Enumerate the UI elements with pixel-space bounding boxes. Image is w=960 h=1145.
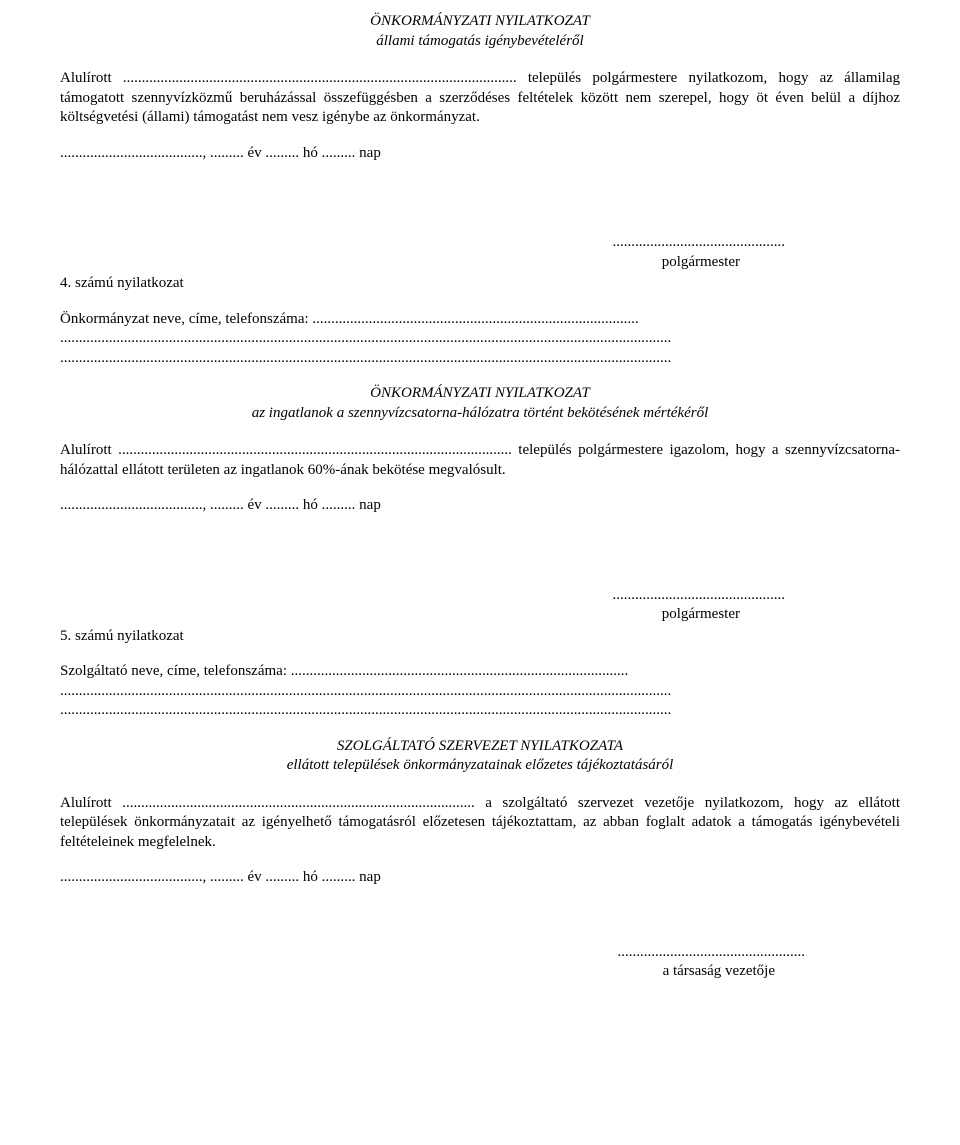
section1-signature-label: polgármester: [60, 253, 900, 273]
section2-declaration-number: 4. számú nyilatkozat: [60, 274, 900, 294]
section3-org-line: Szolgáltató neve, címe, telefonszáma: ..…: [60, 662, 900, 682]
section3-paragraph: Alulírott ..............................…: [60, 794, 900, 853]
section2-paragraph: Alulírott ..............................…: [60, 441, 900, 480]
section1-paragraph: Alulírott ..............................…: [60, 69, 900, 128]
section2-subtitle: az ingatlanok a szennyvízcsatorna-hálóza…: [60, 404, 900, 424]
section2-org-line: Önkormányzat neve, címe, telefonszáma: .…: [60, 310, 900, 330]
section3-dots-line1: ........................................…: [60, 682, 900, 702]
section1-title: ÖNKORMÁNYZATI NYILATKOZAT: [60, 12, 900, 32]
section2-title: ÖNKORMÁNYZATI NYILATKOZAT: [60, 384, 900, 404]
section2-signature-label: polgármester: [60, 605, 900, 625]
section1-subtitle: állami támogatás igénybevételéről: [60, 32, 900, 52]
section3-title: SZOLGÁLTATÓ SZERVEZET NYILATKOZATA: [60, 737, 900, 757]
section3-dots-line2: ........................................…: [60, 701, 900, 721]
section2-signature-dots: ........................................…: [60, 586, 900, 606]
section2-dots-line2: ........................................…: [60, 349, 900, 369]
section2-dateline: ......................................, …: [60, 496, 900, 516]
section3-dateline: ......................................, …: [60, 868, 900, 888]
section3-signature-dots: ........................................…: [60, 943, 900, 963]
section3-declaration-number: 5. számú nyilatkozat: [60, 627, 900, 647]
section1-signature-dots: ........................................…: [60, 233, 900, 253]
section2-dots-line1: ........................................…: [60, 329, 900, 349]
section3-signature-label: a társaság vezetője: [60, 962, 900, 982]
section1-dateline: ......................................, …: [60, 144, 900, 164]
section3-subtitle: ellátott települések önkormányzatainak e…: [60, 756, 900, 776]
